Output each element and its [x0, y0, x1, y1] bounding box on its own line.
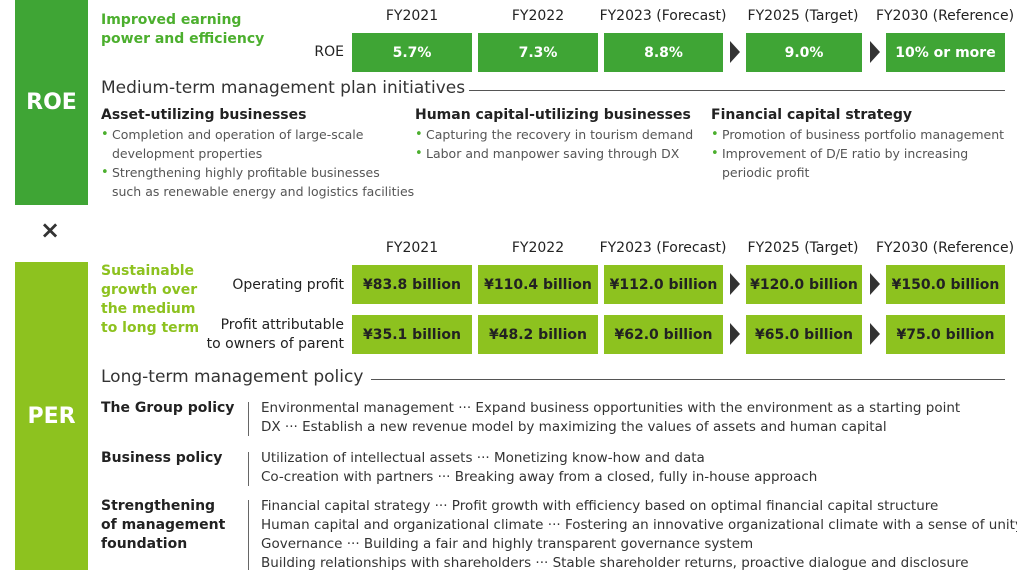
policy-item: Environmental management ··· Expand busi… [261, 400, 961, 416]
year-header: FY2030 (Reference) [875, 8, 1015, 24]
bullet: • [711, 146, 719, 161]
divider [248, 402, 249, 436]
arrow [730, 273, 740, 295]
year-header: FY2023 (Forecast) [599, 8, 727, 24]
arrow [730, 323, 740, 345]
bullet-text: Strengthening highly profitable business… [112, 165, 380, 180]
bullet: • [101, 127, 109, 142]
row-label: Operating profit [232, 276, 344, 293]
value-box: ¥62.0 billion [604, 315, 723, 354]
bullet-text: Completion and operation of large-scale [112, 127, 364, 142]
heading: power and efficiency [101, 31, 265, 47]
arrow [870, 273, 880, 295]
arrow [730, 41, 740, 63]
section-title: Long-term management policy [101, 368, 372, 387]
row-label: to owners of parent [206, 336, 344, 352]
bullet-text: Labor and manpower saving through DX [426, 146, 680, 161]
heading: growth over [101, 282, 198, 298]
value-box: 9.0% [746, 33, 862, 72]
policy-name: Business policy [101, 450, 223, 466]
policy-item: DX ··· Establish a new revenue model by … [261, 419, 887, 435]
bullet-text: Capturing the recovery in tourism demand [426, 127, 694, 142]
separator: × [40, 216, 61, 244]
value-box: ¥110.4 billion [478, 265, 598, 304]
heading: Improved earning [101, 12, 242, 28]
per-block: PER [15, 262, 88, 570]
value-box: ¥83.8 billion [352, 265, 472, 304]
policy-item: Financial capital strategy ··· Profit gr… [261, 498, 939, 514]
arrow [870, 41, 880, 63]
policy-item: Utilization of intellectual assets ··· M… [261, 450, 705, 466]
rule [101, 379, 1005, 380]
bullet: • [101, 165, 109, 180]
year-header: FY2025 (Target) [747, 240, 859, 256]
policy-item: Human capital and organizational climate… [261, 517, 1017, 533]
policy-name: foundation [101, 536, 188, 552]
value-box: 5.7% [352, 33, 472, 72]
value-box: 8.8% [604, 33, 723, 72]
column-title: Human capital-utilizing businesses [415, 107, 691, 123]
bullet-text: development properties [112, 146, 263, 161]
bullet-text: such as renewable energy and logistics f… [112, 184, 415, 199]
value-box: 7.3% [478, 33, 598, 72]
value-box: 10% or more [886, 33, 1005, 72]
value-box: ¥35.1 billion [352, 315, 472, 354]
bullet-text: Improvement of D/E ratio by increasing [722, 146, 969, 161]
value-box: ¥48.2 billion [478, 315, 598, 354]
policy-name: The Group policy [101, 400, 235, 416]
divider [248, 500, 249, 570]
value-box: ¥150.0 billion [886, 265, 1005, 304]
divider [248, 452, 249, 486]
policy-item: Co-creation with partners ··· Breaking a… [261, 469, 818, 485]
row-label: Profit attributable [220, 317, 344, 333]
bullet-text: periodic profit [722, 165, 810, 180]
policy-name: Strengthening [101, 498, 216, 514]
year-header: FY2022 [511, 8, 565, 24]
column-title: Asset-utilizing businesses [101, 107, 307, 123]
bullet-text: Promotion of business portfolio manageme… [722, 127, 1005, 142]
heading: the medium [101, 301, 196, 317]
year-header: FY2021 [385, 240, 439, 256]
policy-item: Building relationships with shareholders… [261, 555, 969, 570]
bullet: • [415, 127, 423, 142]
section-title: Medium-term management plan initiatives [101, 79, 470, 98]
policy-item: Governance ··· Building a fair and highl… [261, 536, 754, 552]
roe-block: ROE [15, 0, 88, 205]
year-header: FY2023 (Forecast) [599, 240, 727, 256]
arrow [870, 323, 880, 345]
bullet: • [711, 127, 719, 142]
value-box: ¥65.0 billion [746, 315, 862, 354]
policy-name: of management [101, 517, 226, 533]
metric-label: ROE [314, 44, 344, 60]
value-box: ¥120.0 billion [746, 265, 862, 304]
heading: to long term [101, 320, 200, 336]
value-box: ¥112.0 billion [604, 265, 723, 304]
bullet: • [415, 146, 423, 161]
year-header: FY2022 [511, 240, 565, 256]
year-header: FY2025 (Target) [747, 8, 859, 24]
rule [101, 90, 1005, 91]
column-title: Financial capital strategy [711, 107, 913, 123]
year-header: FY2021 [385, 8, 439, 24]
heading: Sustainable [101, 263, 195, 279]
value-box: ¥75.0 billion [886, 315, 1005, 354]
year-header: FY2030 (Reference) [875, 240, 1015, 256]
